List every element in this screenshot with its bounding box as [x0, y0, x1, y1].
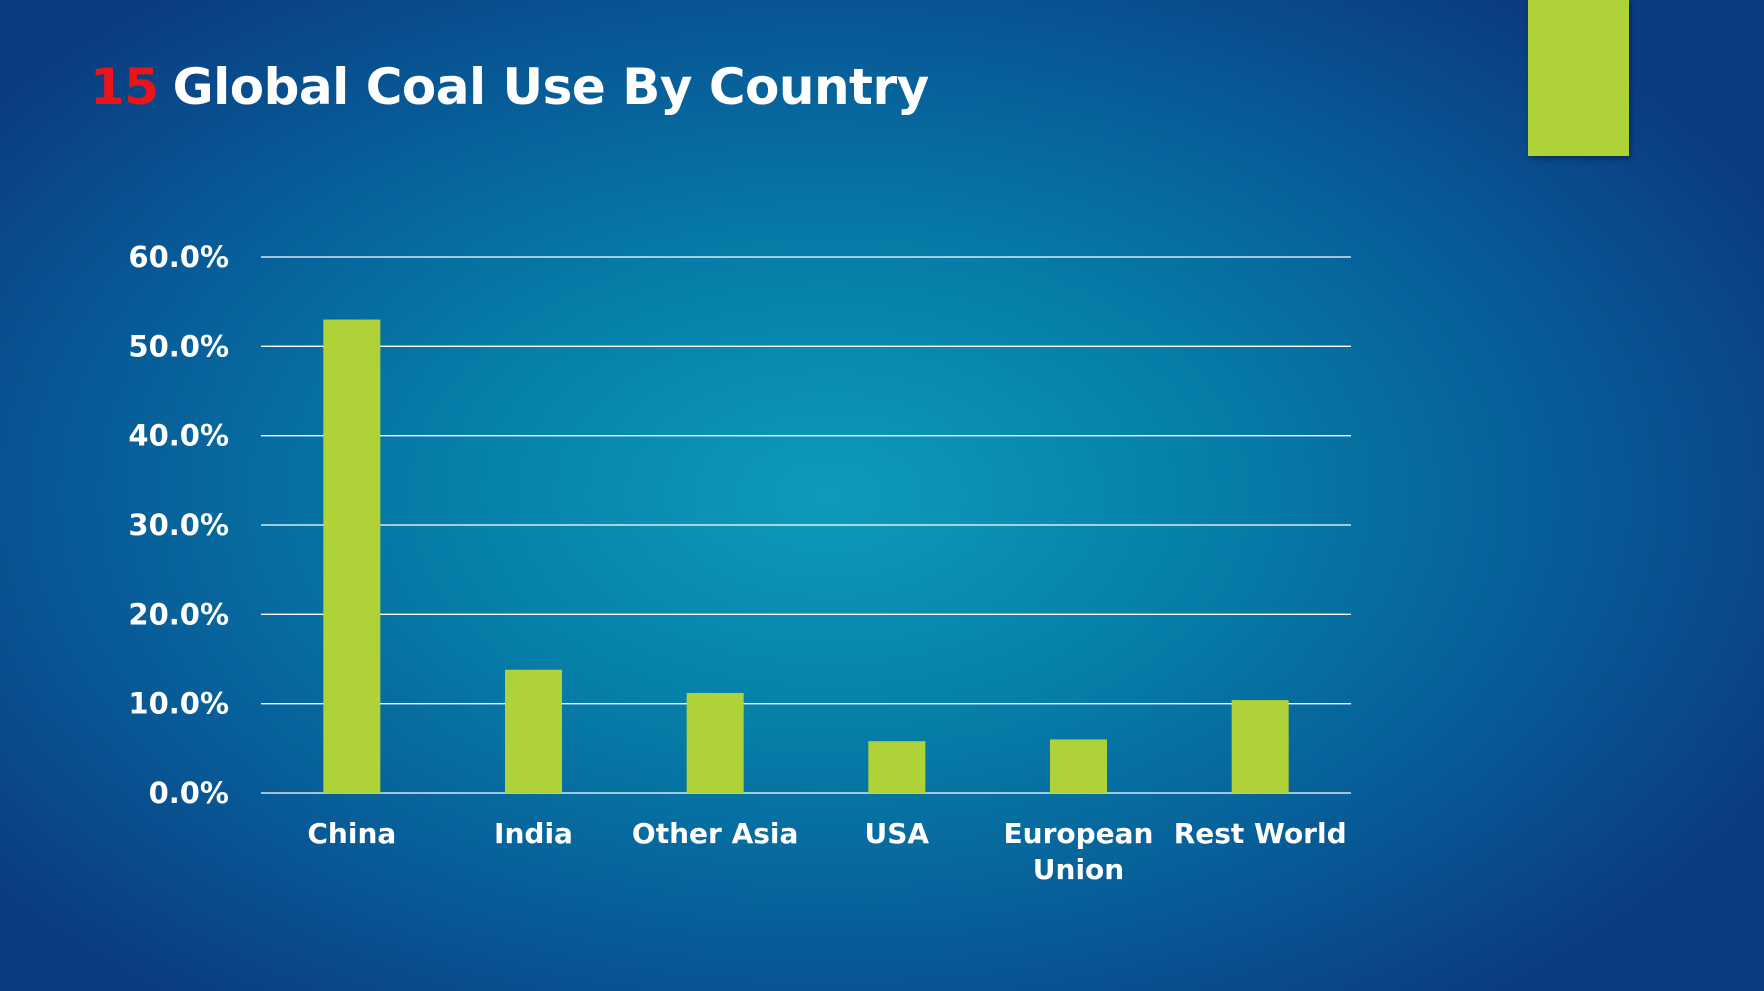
x-tick-label: European — [1004, 817, 1154, 850]
slide-title-text: Global Coal Use By Country — [172, 58, 930, 116]
bar — [1231, 700, 1289, 793]
y-tick-label: 20.0% — [128, 597, 229, 631]
accent-bar — [1528, 0, 1629, 156]
gridlines — [261, 256, 1351, 794]
x-tick-label: USA — [865, 817, 930, 850]
y-tick-label: 10.0% — [128, 687, 229, 721]
x-tick-label: India — [494, 817, 573, 850]
x-tick-label: Rest World — [1174, 817, 1347, 850]
y-tick-label: 0.0% — [149, 776, 229, 810]
slide-title: 15 Global Coal Use By Country — [90, 58, 929, 116]
y-tick-label: 40.0% — [128, 419, 229, 453]
bar — [323, 319, 381, 793]
y-axis-labels: 0.0% 10.0% 20.0% 30.0% 40.0% 50.0% 60.0% — [128, 240, 229, 810]
x-tick-label: China — [307, 817, 396, 850]
bars — [323, 319, 1289, 793]
y-tick-label: 30.0% — [128, 508, 229, 542]
bar — [1050, 739, 1107, 793]
x-tick-label: Other Asia — [632, 817, 799, 850]
bar — [868, 741, 926, 793]
slide-number: 15 — [90, 58, 159, 116]
y-tick-label: 50.0% — [128, 329, 229, 363]
bar — [686, 692, 744, 793]
y-tick-label: 60.0% — [128, 240, 229, 274]
x-tick-label: Union — [1033, 853, 1124, 886]
bar — [505, 669, 562, 793]
